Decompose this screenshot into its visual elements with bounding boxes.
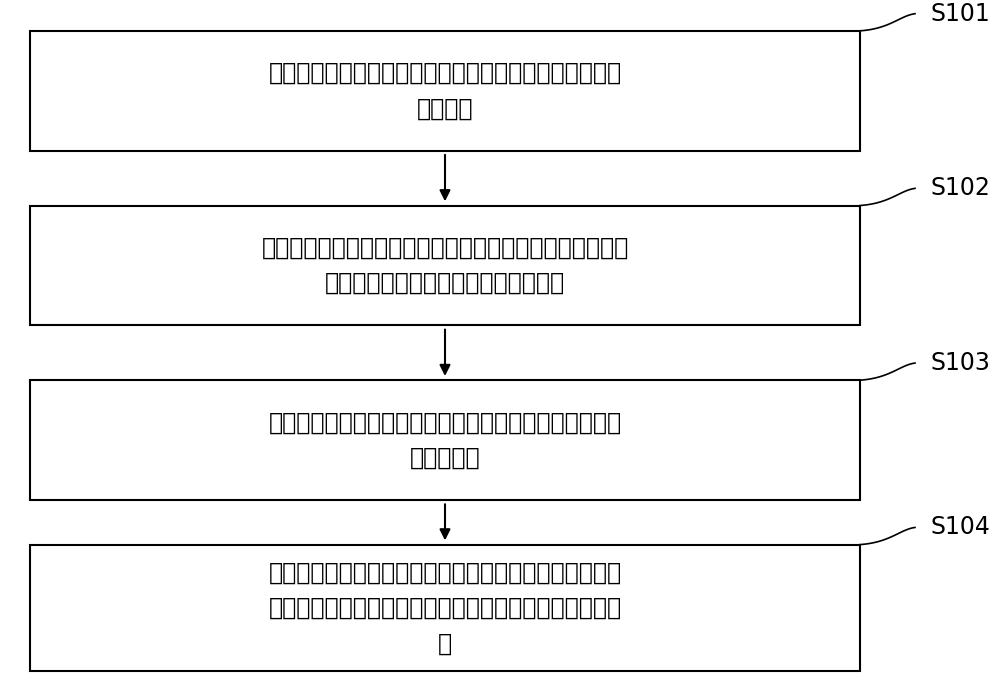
Text: S104: S104 [930, 515, 990, 540]
Bar [30, 545, 860, 671]
Text: 获取目标染色体区域信息，以及获取目标单分子染色质复
合物信息: 获取目标染色体区域信息，以及获取目标单分子染色质复 合物信息 [268, 61, 622, 121]
Text: 从所述目标单分子染色质复合物信息中获取所述目标染色体
区域信息对应的目标单分子染色质信息: 从所述目标单分子染色质复合物信息中获取所述目标染色体 区域信息对应的目标单分子染… [261, 236, 629, 295]
Text: S102: S102 [930, 176, 990, 201]
Text: S101: S101 [930, 1, 990, 26]
Bar [30, 206, 860, 325]
Text: 根据所述聚类矩阵信息，得到所述目标染色体区域信息的
染色质微结构对应的展示图像，并对所述展示图像进行展
示: 根据所述聚类矩阵信息，得到所述目标染色体区域信息的 染色质微结构对应的展示图像，… [268, 560, 622, 656]
Text: 对所述目标单分子染色质信息进行聚类分析处理，得到聚
类矩阵信息: 对所述目标单分子染色质信息进行聚类分析处理，得到聚 类矩阵信息 [268, 410, 622, 470]
Bar [30, 31, 860, 151]
Bar [30, 380, 860, 500]
Text: S103: S103 [930, 351, 990, 375]
